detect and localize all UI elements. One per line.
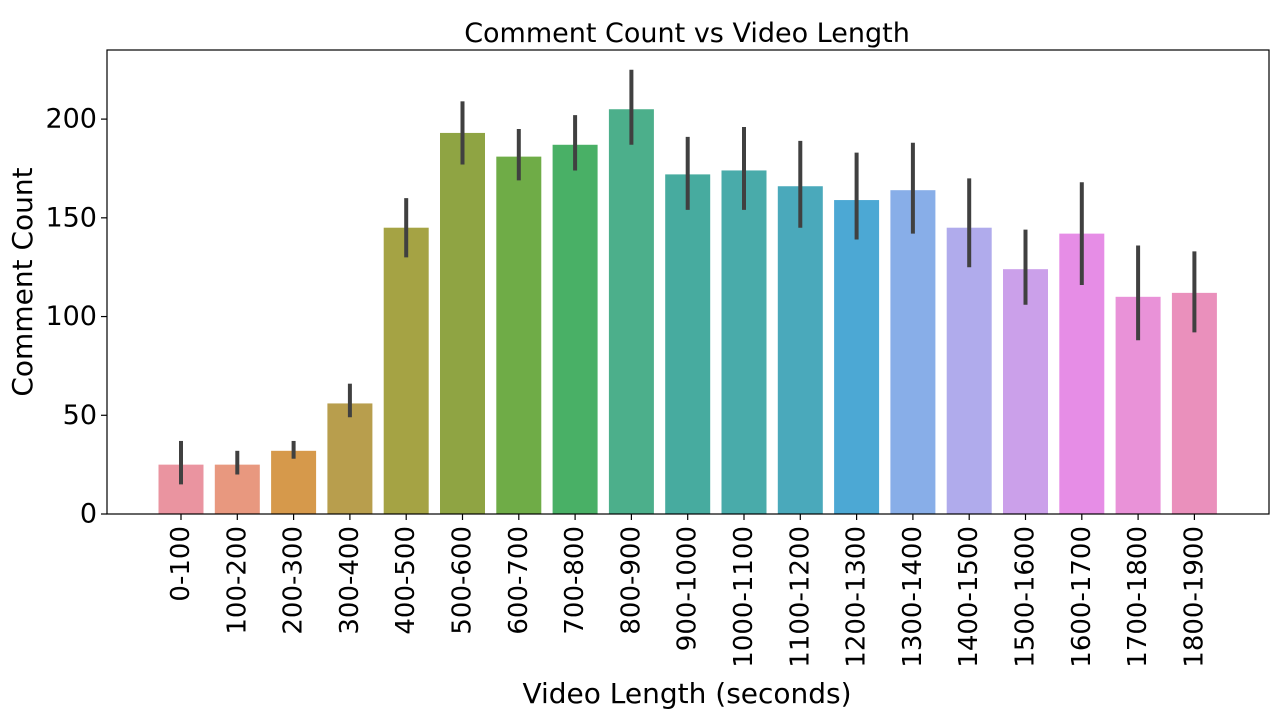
x-tick-label: 900-1000 <box>673 526 703 651</box>
bar-500-600 <box>440 132 485 514</box>
error-bars-group <box>179 69 1197 485</box>
bars-group <box>158 109 1217 515</box>
bar-300-400 <box>327 403 373 514</box>
bar-1400-1500 <box>946 227 992 514</box>
x-tick-label: 1100-1200 <box>785 526 815 668</box>
bar-400-500 <box>383 227 429 514</box>
x-tick-label: 1000-1100 <box>729 526 759 668</box>
x-tick-label: 300-400 <box>335 526 365 635</box>
bar-900-1000 <box>665 174 711 515</box>
bar-600-700 <box>496 156 542 514</box>
bar-200-300 <box>271 450 317 514</box>
x-tick-label: 0-100 <box>166 526 196 602</box>
y-tick-label: 150 <box>45 202 97 233</box>
bar-1000-1100 <box>721 170 767 514</box>
x-tick-label: 100-200 <box>222 526 252 635</box>
x-tick-label: 200-300 <box>279 526 309 635</box>
bar-1300-1400 <box>890 190 936 514</box>
x-tick-label: 1300-1400 <box>898 526 928 668</box>
y-tick-label: 100 <box>45 301 97 332</box>
x-tick-label: 1600-1700 <box>1067 526 1097 668</box>
bar-700-800 <box>552 144 598 514</box>
chart-title: Comment Count vs Video Length <box>464 18 910 49</box>
x-tick-label: 600-700 <box>504 526 534 635</box>
x-tick-label: 1400-1500 <box>954 526 984 668</box>
bar-1200-1300 <box>834 200 880 514</box>
x-tick-label: 800-900 <box>616 526 646 635</box>
y-axis: 0 50 100 150 200 <box>45 104 107 530</box>
y-tick-label: 0 <box>80 499 97 530</box>
y-tick-label: 200 <box>45 104 97 135</box>
x-tick-label: 500-600 <box>448 526 478 635</box>
y-axis-label: Comment Count <box>6 167 39 396</box>
x-tick-label: 1200-1300 <box>842 526 872 668</box>
y-tick-label: 50 <box>63 400 97 431</box>
x-tick-label: 1700-1800 <box>1123 526 1153 668</box>
x-tick-label: 700-800 <box>560 526 590 635</box>
x-axis: 0-100 100-200 200-300 300-400 400-500 500-600… <box>166 514 1209 668</box>
x-axis-label: Video Length (seconds) <box>522 677 851 710</box>
bar-1100-1200 <box>777 186 823 515</box>
x-tick-label: 1500-1600 <box>1011 526 1041 668</box>
bar-1500-1600 <box>1003 269 1048 514</box>
x-tick-label: 1800-1900 <box>1179 526 1209 668</box>
bar-800-900 <box>608 109 654 514</box>
x-tick-label: 400-500 <box>391 526 421 635</box>
